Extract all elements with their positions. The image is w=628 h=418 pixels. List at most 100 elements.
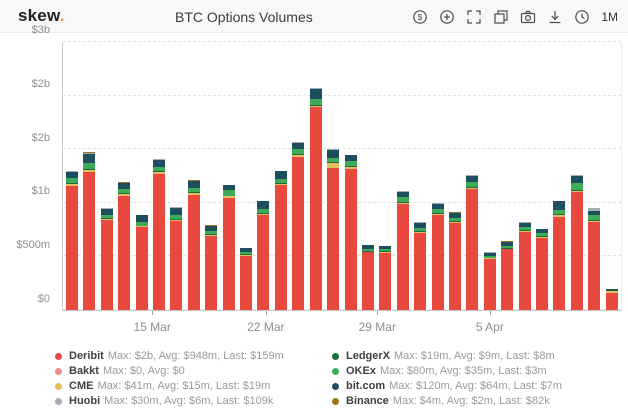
stacked-bar[interactable]: [170, 207, 183, 310]
bar-segment-ledgerx: [187, 192, 200, 194]
stacked-bar[interactable]: [309, 88, 322, 310]
bar-segment-cme: [483, 258, 496, 260]
bar-segment-ledgerx: [379, 251, 392, 252]
duplicate-icon[interactable]: [492, 8, 509, 25]
download-icon[interactable]: [546, 8, 563, 25]
bar-segment-bitcom: [309, 88, 322, 99]
bar-segment-ledgerx: [205, 233, 218, 235]
stacked-bar[interactable]: [66, 170, 78, 310]
bar-segment-ledgerx: [327, 162, 340, 164]
bar-segment-ledgerx: [344, 166, 357, 168]
gridline: [63, 255, 621, 257]
skew-logo[interactable]: skew.: [18, 6, 65, 26]
bar-segment-bitcom: [448, 213, 461, 218]
bar-segment-okex: [205, 230, 218, 234]
stacked-bar[interactable]: [205, 225, 218, 310]
bar-segment-huobi: [396, 191, 409, 192]
legend-item-deribit[interactable]: Deribit Max: $2b, Avg: $948m, Last: $159…: [55, 349, 332, 363]
stacked-bar[interactable]: [274, 170, 287, 310]
legend-item-ledgerx[interactable]: LedgerX Max: $19m, Avg: $9m, Last: $8m: [332, 349, 562, 363]
bar-segment-cme: [222, 196, 235, 198]
bar-segment-huobi: [431, 203, 444, 204]
fullscreen-icon[interactable]: [465, 8, 482, 25]
bar-segment-bitcom: [361, 245, 374, 249]
stacked-bar[interactable]: [100, 208, 113, 310]
bar-series: [63, 42, 621, 310]
bar-segment-cme: [327, 163, 340, 168]
bar-segment-huobi: [588, 208, 601, 211]
stacked-bar[interactable]: [535, 228, 548, 310]
stacked-bar[interactable]: [187, 180, 200, 310]
bar-segment-huobi: [466, 175, 479, 176]
bar-segment-deribit: [100, 220, 113, 310]
bar-segment-cme: [240, 254, 253, 256]
stacked-bar[interactable]: [361, 244, 374, 310]
bar-segment-bitcom: [66, 171, 78, 179]
bar-segment-okex: [414, 227, 427, 231]
camera-icon[interactable]: [519, 8, 536, 25]
bar-segment-deribit: [361, 252, 374, 310]
stacked-bar[interactable]: [518, 222, 531, 310]
bar-segment-okex: [309, 98, 322, 105]
legend-item-okex[interactable]: OKEx Max: $80m, Avg: $35m, Last: $3m: [332, 364, 562, 378]
gridline: [63, 201, 621, 203]
x-tick-mark: [265, 311, 267, 315]
stacked-bar[interactable]: [605, 288, 618, 310]
bar-segment-cme: [448, 221, 461, 223]
bar-segment-deribit: [466, 189, 479, 310]
bar-segment-okex: [257, 209, 270, 213]
bar-segment-huobi: [292, 141, 305, 143]
stacked-bar[interactable]: [327, 149, 340, 310]
legend-item-huobi[interactable]: Huobi Max: $30m, Avg: $6m, Last: $109k: [55, 394, 332, 408]
deribit-dot-icon: [55, 352, 62, 360]
stacked-bar[interactable]: [83, 152, 96, 310]
bar-segment-deribit: [66, 185, 78, 310]
stacked-bar[interactable]: [448, 212, 461, 310]
legend-stats: Max: $4m, Avg: $2m, Last: $82k: [392, 395, 550, 407]
legend-item-bitcom[interactable]: bit.com Max: $120m, Avg: $64m, Last: $7m: [332, 379, 562, 393]
stacked-bar[interactable]: [501, 241, 514, 310]
currency-dollar-icon[interactable]: $: [411, 8, 428, 25]
bar-segment-cme: [153, 172, 166, 174]
stacked-bar[interactable]: [466, 174, 479, 310]
stacked-bar[interactable]: [257, 200, 270, 310]
zoom-plus-icon[interactable]: [438, 8, 455, 25]
stacked-bar[interactable]: [292, 141, 305, 310]
stacked-bar[interactable]: [118, 182, 131, 310]
stacked-bar[interactable]: [588, 208, 601, 310]
legend-item-cme[interactable]: CME Max: $41m, Avg: $15m, Last: $19m: [55, 379, 332, 393]
legend-item-binance[interactable]: Binance Max: $4m, Avg: $2m, Last: $82k: [332, 394, 562, 408]
timeframe-selector[interactable]: 1M: [601, 9, 618, 24]
bar-segment-deribit: [396, 204, 409, 310]
x-tick-mark: [489, 311, 491, 315]
stacked-bar[interactable]: [396, 191, 409, 310]
stacked-bar[interactable]: [240, 247, 253, 310]
stacked-bar[interactable]: [222, 184, 235, 310]
stacked-bar[interactable]: [483, 252, 496, 310]
legend-item-bakkt[interactable]: Bakkt Max: $0, Avg: $0: [55, 364, 332, 378]
stacked-bar[interactable]: [135, 214, 148, 310]
bar-segment-ledgerx: [414, 230, 427, 232]
bar-segment-deribit: [240, 255, 253, 310]
bar-segment-huobi: [309, 88, 322, 89]
bar-segment-ledgerx: [83, 168, 96, 170]
y-tick-label: $1b: [31, 185, 50, 198]
bar-segment-deribit: [118, 195, 131, 310]
bar-segment-bitcom: [292, 142, 305, 149]
bar-segment-bitcom: [187, 181, 200, 188]
stacked-bar[interactable]: [553, 200, 566, 310]
stacked-bar[interactable]: [344, 154, 357, 310]
clock-icon[interactable]: [573, 8, 590, 25]
stacked-bar[interactable]: [570, 174, 583, 310]
bar-segment-ledgerx: [100, 218, 113, 219]
bar-segment-bitcom: [240, 248, 253, 253]
stacked-bar[interactable]: [379, 245, 392, 310]
legend-name: Huobi: [69, 395, 101, 407]
stacked-bar[interactable]: [414, 222, 427, 310]
legend-stats: Max: $120m, Avg: $64m, Last: $7m: [389, 380, 562, 392]
stacked-bar[interactable]: [153, 158, 166, 310]
stacked-bar[interactable]: [431, 202, 444, 310]
legend-stats: Max: $0, Avg: $0: [102, 365, 185, 377]
bar-segment-deribit: [309, 107, 322, 310]
